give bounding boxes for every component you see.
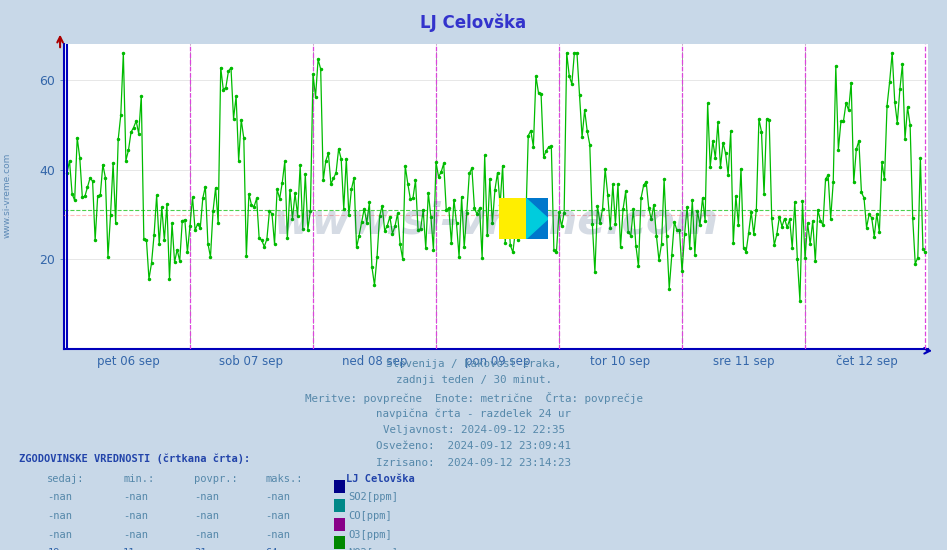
Text: -nan: -nan (123, 492, 148, 502)
Text: -nan: -nan (265, 492, 290, 502)
Text: 31: 31 (194, 548, 206, 550)
Text: -nan: -nan (265, 530, 290, 540)
Text: maks.:: maks.: (265, 474, 303, 483)
Text: 64: 64 (265, 548, 277, 550)
Text: NO2[ppm]: NO2[ppm] (348, 548, 399, 550)
Text: O3[ppm]: O3[ppm] (348, 530, 392, 540)
Text: zadnji teden / 30 minut.: zadnji teden / 30 minut. (396, 375, 551, 385)
Text: -nan: -nan (123, 530, 148, 540)
Text: Meritve: povprečne  Enote: metrične  Črta: povprečje: Meritve: povprečne Enote: metrične Črta:… (305, 392, 642, 404)
Text: www.si-vreme.com: www.si-vreme.com (274, 200, 719, 242)
Text: Veljavnost: 2024-09-12 22:35: Veljavnost: 2024-09-12 22:35 (383, 425, 564, 435)
Text: www.si-vreme.com: www.si-vreme.com (3, 152, 12, 238)
Text: -nan: -nan (47, 530, 72, 540)
Text: 19: 19 (47, 548, 60, 550)
Text: povpr.:: povpr.: (194, 474, 238, 483)
Text: min.:: min.: (123, 474, 154, 483)
Text: LJ Celovška: LJ Celovška (420, 14, 527, 32)
Text: -nan: -nan (265, 511, 290, 521)
Text: CO[ppm]: CO[ppm] (348, 511, 392, 521)
Polygon shape (526, 198, 548, 239)
Text: -nan: -nan (194, 530, 219, 540)
Text: sedaj:: sedaj: (47, 474, 85, 483)
Text: -nan: -nan (47, 492, 72, 502)
Text: -nan: -nan (123, 511, 148, 521)
Text: SO2[ppm]: SO2[ppm] (348, 492, 399, 502)
Text: -nan: -nan (194, 511, 219, 521)
Text: Izrisano:  2024-09-12 23:14:23: Izrisano: 2024-09-12 23:14:23 (376, 458, 571, 468)
Text: -nan: -nan (47, 511, 72, 521)
Text: navpična črta - razdelek 24 ur: navpična črta - razdelek 24 ur (376, 408, 571, 419)
Text: Slovenija / kakovost zraka,: Slovenija / kakovost zraka, (385, 359, 562, 369)
Text: 11: 11 (123, 548, 135, 550)
Text: ZGODOVINSKE VREDNOSTI (črtkana črta):: ZGODOVINSKE VREDNOSTI (črtkana črta): (19, 454, 250, 464)
Text: Osveženo:  2024-09-12 23:09:41: Osveženo: 2024-09-12 23:09:41 (376, 441, 571, 451)
Text: -nan: -nan (194, 492, 219, 502)
Text: LJ Celovška: LJ Celovška (346, 474, 415, 483)
